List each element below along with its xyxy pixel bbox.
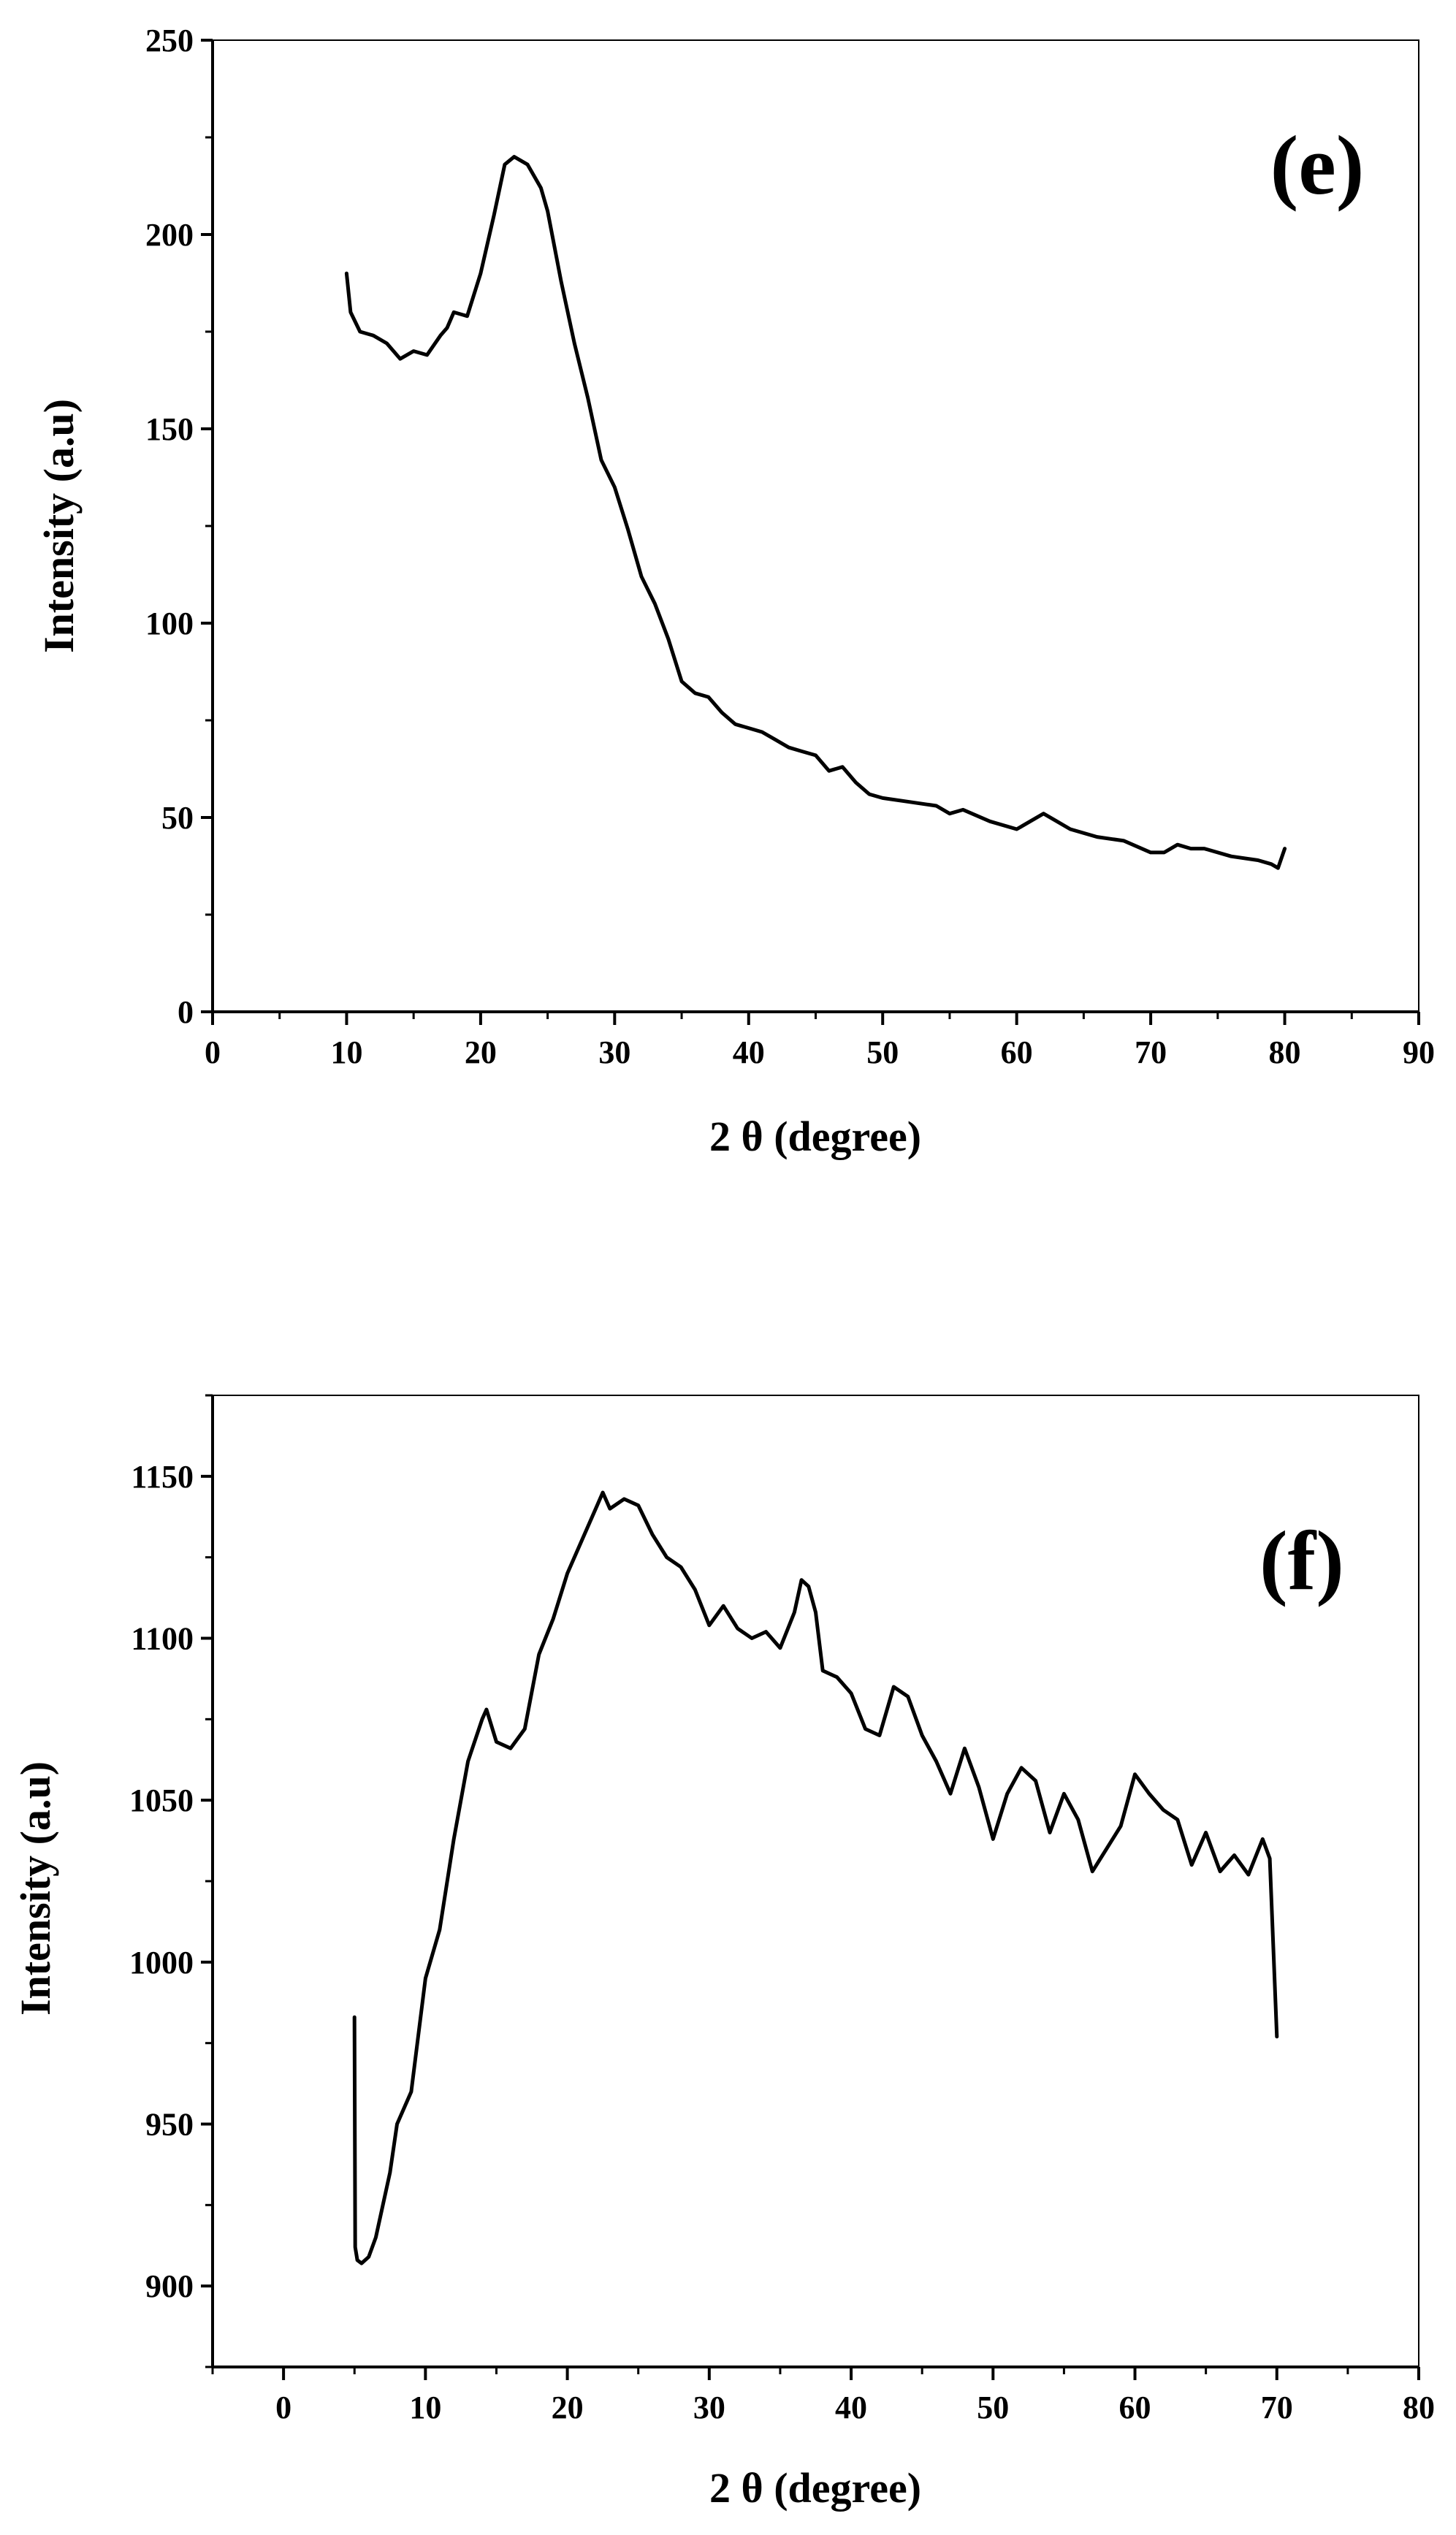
x-tick-label: 10 [409,2390,441,2425]
y-axis-label: Intensity (a.u) [35,399,83,653]
x-tick-label: 50 [866,1034,899,1070]
x-tick-label: 40 [733,1034,765,1070]
x-tick-label: 0 [205,1034,221,1070]
axis-ticks [201,1394,1420,2380]
x-tick-label: 50 [977,2390,1009,2425]
data-series [344,155,1287,870]
y-tick-label: 1100 [131,1621,194,1657]
y-tick-label: 250 [145,23,194,58]
plot-frame [212,39,1419,1013]
y-axis-label: Intensity (a.u) [12,1761,59,2016]
tick-labels: 0 10 20 30 40 50 60 70 80 90 0 50 100 150 200 250 [145,23,1435,1070]
x-tick-label: 60 [1119,2390,1151,2425]
x-tick-label: 20 [465,1034,497,1070]
y-tick-label: 900 [145,2268,194,2304]
series-line-0 [344,155,1287,870]
y-tick-label: 1000 [129,1945,194,1981]
y-tick-label: 100 [145,606,194,641]
panel-label: (f) [1259,1514,1344,1608]
x-tick-label: 20 [552,2390,584,2425]
x-tick-label: 80 [1403,2390,1435,2425]
x-tick-label: 30 [598,1034,630,1070]
panel-label: (e) [1270,119,1365,213]
x-tick-label: 40 [835,2390,867,2425]
y-tick-label: 1150 [131,1459,194,1495]
y-tick-label: 50 [161,800,194,836]
data-series [352,1490,1279,2265]
tick-labels: 0 10 20 30 40 50 60 70 80 900 950 1000 1050 1100 1150 [129,1459,1435,2425]
x-tick-label: 10 [330,1034,362,1070]
x-tick-label: 80 [1269,1034,1301,1070]
axis-ticks [201,39,1420,1025]
x-tick-label: 70 [1135,1034,1167,1070]
plot-frame [212,1395,1419,2368]
chart-panel-f: 0 10 20 30 40 50 60 70 809009501000105011001150 … [12,1394,1435,2512]
chart-panel-e: 0 10 20 30 40 50 60 70 80 90 0 50 100 150 200 250 2 θ (… [35,23,1435,1160]
series-line-0 [352,1490,1279,2265]
x-tick-label: 90 [1403,1034,1435,1070]
y-tick-label: 1050 [129,1783,194,1818]
x-tick-label: 0 [275,2390,291,2425]
x-axis-label: 2 θ (degree) [709,2464,921,2512]
x-tick-label: 30 [693,2390,725,2425]
y-tick-label: 0 [178,994,194,1030]
x-axis-label: 2 θ (degree) [709,1113,921,1160]
x-tick-label: 60 [1001,1034,1033,1070]
y-tick-label: 950 [145,2107,194,2143]
y-tick-label: 200 [145,217,194,253]
x-tick-label: 70 [1261,2390,1293,2425]
y-tick-label: 150 [145,411,194,447]
